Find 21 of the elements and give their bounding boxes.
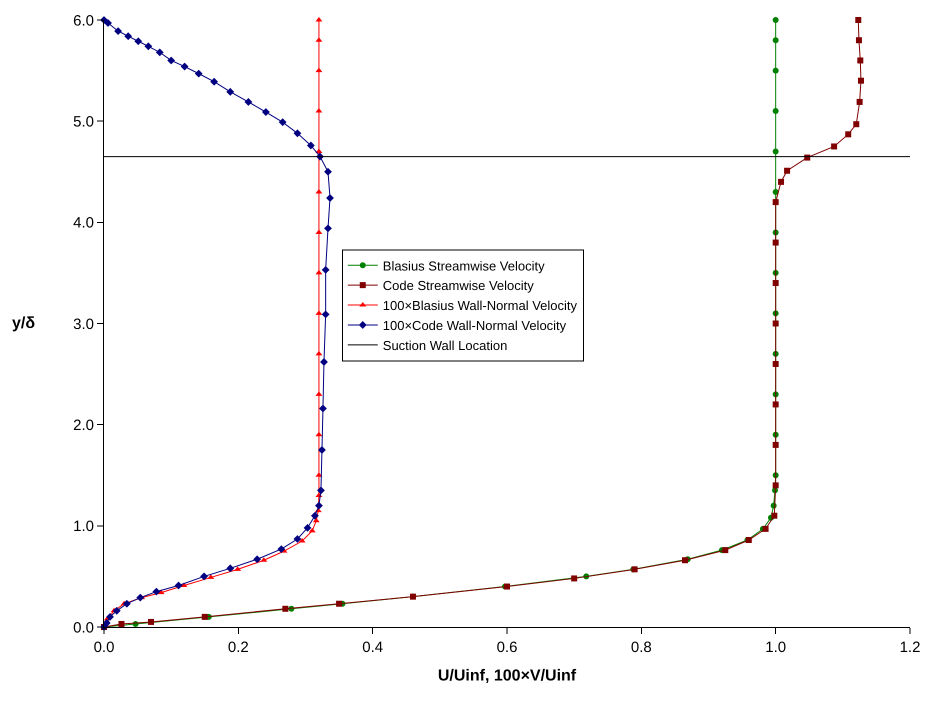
y-tick-label: 2.0	[73, 416, 94, 434]
y-tick-label: 5.0	[73, 113, 94, 130]
x-tick-label: 0.2	[228, 639, 249, 656]
x-axis-title: U/Uinf, 100×V/Uinf	[438, 668, 577, 685]
legend-label: Suction Wall Location	[382, 338, 508, 353]
y-tick-label: 4.0	[73, 214, 94, 232]
y-axis-title: y/δ	[12, 315, 36, 332]
x-tick-label: 0.4	[362, 639, 384, 656]
y-tick-label: 3.0	[73, 316, 94, 333]
legend-label: 100×Blasius Wall-Normal Velocity	[382, 298, 578, 314]
x-tick-label: 0.8	[630, 639, 652, 656]
y-tick-label: 6.0	[73, 12, 94, 30]
x-tick-label: 0.6	[496, 639, 518, 656]
x-tick-label: 1.2	[900, 639, 920, 656]
legend-label: Blasius Streamwise Velocity	[382, 258, 546, 274]
legend-label: Code Streamwise Velocity	[382, 278, 534, 294]
x-tick-label: 0.0	[94, 639, 114, 656]
legend-label: 100×Code Wall-Normal Velocity	[382, 318, 567, 334]
x-tick-label: 1.0	[765, 639, 786, 656]
y-tick-label: 0.0	[73, 619, 94, 636]
y-tick-label: 1.0	[73, 518, 94, 536]
